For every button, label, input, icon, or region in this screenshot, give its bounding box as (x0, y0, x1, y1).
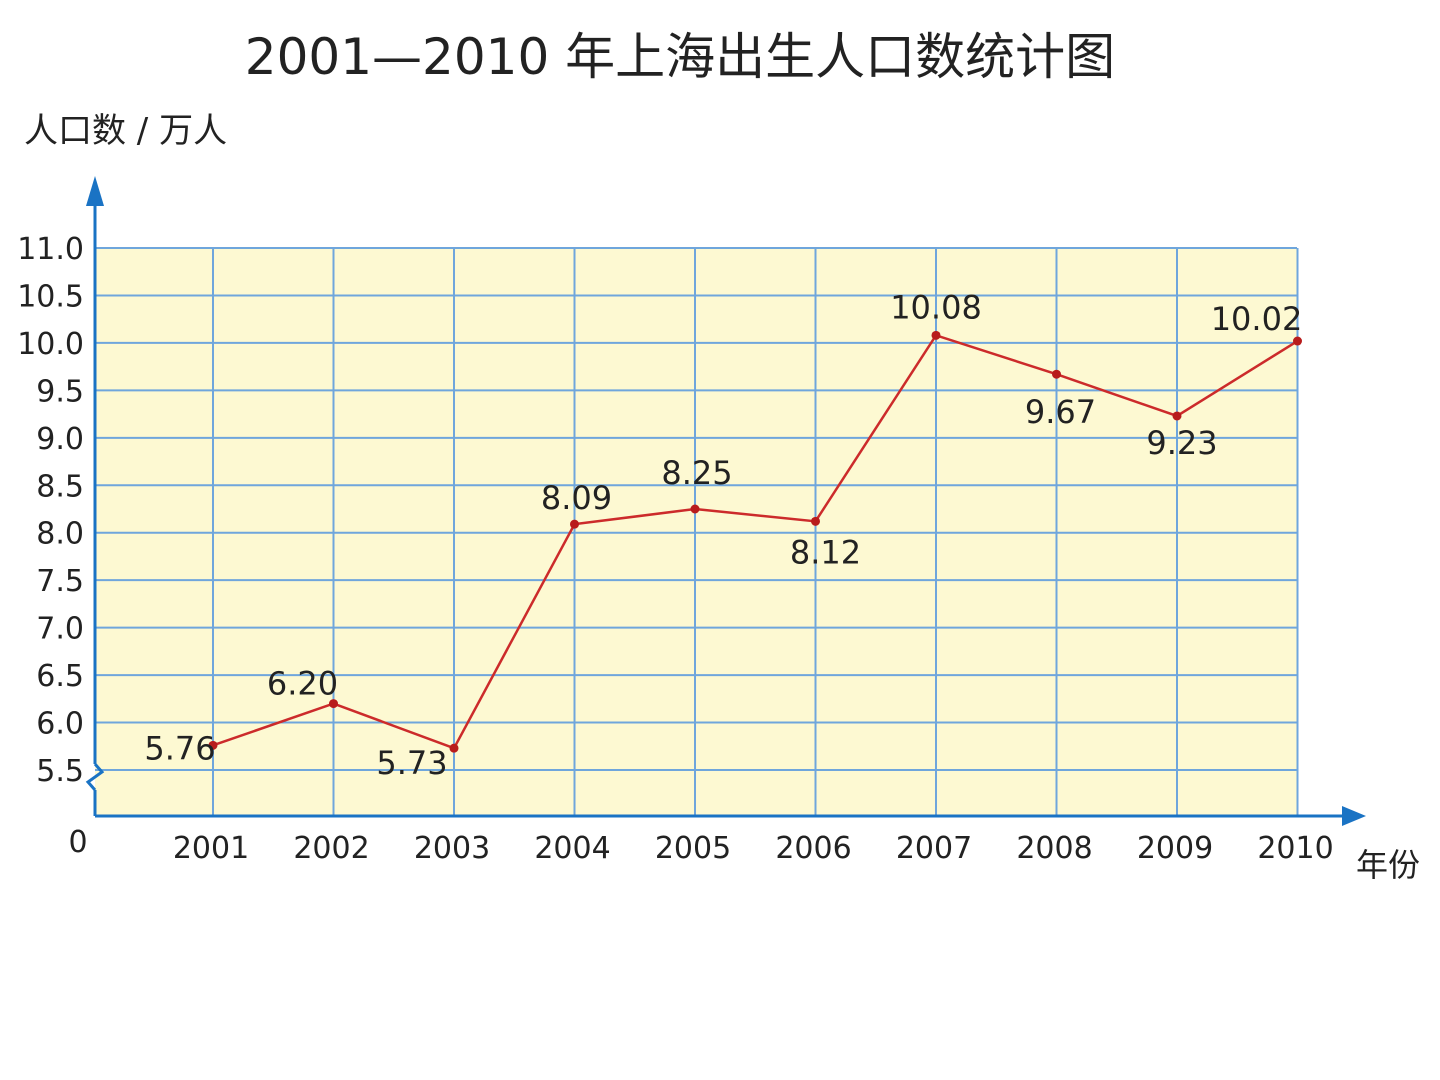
y-tick-label: 8.0 (36, 517, 84, 552)
x-tick-label: 2003 (414, 831, 490, 866)
y-tick-label: 10.5 (17, 279, 84, 314)
x-tick-label: 2004 (534, 831, 610, 866)
y-tick-label: 8.5 (36, 469, 84, 504)
origin-label: 0 (68, 825, 87, 860)
data-label: 10.08 (890, 288, 982, 326)
data-point (570, 519, 579, 529)
y-tick-label: 5.5 (36, 754, 84, 789)
data-point (811, 516, 820, 526)
y-tick-label: 10.0 (17, 327, 84, 362)
chart-title: 2001—2010 年上海出生人口数统计图 (245, 28, 1115, 86)
data-label: 10.02 (1211, 300, 1303, 338)
x-tick-labels: 2001 2002 2003 2004 2005 2006 2007 2008 2009 2010 (173, 831, 1334, 866)
x-tick-label: 2001 (173, 831, 249, 866)
y-tick-label: 6.5 (36, 659, 84, 694)
data-point (690, 504, 700, 514)
y-tick-label: 9.0 (36, 422, 84, 457)
y-tick-labels: 5.5 6.0 6.5 7.0 7.5 8.0 8.5 9.0 9.5 10.0 10.5 11.0 (17, 232, 84, 789)
y-tick-label: 9.5 (36, 374, 84, 409)
axes (85, 176, 1366, 826)
data-label: 5.73 (376, 744, 447, 782)
data-label: 8.12 (790, 533, 861, 571)
data-label: 8.25 (661, 454, 732, 492)
series-line (212, 333, 1299, 750)
data-label: 9.67 (1025, 393, 1096, 431)
x-tick-label: 2005 (655, 831, 731, 866)
data-point (329, 699, 338, 709)
x-tick-label: 2008 (1016, 831, 1092, 866)
axis-break-mark (85, 763, 105, 791)
data-point (208, 740, 218, 750)
data-labels: 5.76 6.20 5.73 8.09 8.25 8.12 10.08 9.67 9.23 10.… (144, 288, 1302, 782)
y-tick-label: 11.0 (17, 232, 84, 267)
x-tick-label: 2002 (293, 831, 369, 866)
data-label: 5.76 (144, 729, 215, 767)
y-axis-title: 人口数 / 万人 (24, 111, 227, 151)
x-tick-label: 2009 (1137, 831, 1213, 866)
data-point (1052, 369, 1061, 379)
x-axis-title: 年份 (1356, 846, 1420, 884)
x-tick-label: 2010 (1257, 831, 1333, 866)
data-label: 8.09 (541, 479, 612, 517)
data-point (931, 330, 941, 340)
gridlines (95, 247, 1299, 816)
y-tick-label: 6.0 (36, 707, 84, 742)
data-label: 6.20 (267, 665, 338, 703)
y-tick-label: 7.0 (36, 612, 84, 647)
y-tick-label: 7.5 (36, 564, 84, 599)
x-axis-arrow (1342, 806, 1366, 826)
data-label: 9.23 (1146, 424, 1217, 462)
y-axis-arrow (86, 176, 104, 206)
series (208, 330, 1302, 753)
data-point (1293, 336, 1302, 346)
x-tick-label: 2006 (775, 831, 851, 866)
x-tick-label: 2007 (896, 831, 972, 866)
data-point (449, 743, 459, 753)
data-point (1172, 411, 1182, 421)
